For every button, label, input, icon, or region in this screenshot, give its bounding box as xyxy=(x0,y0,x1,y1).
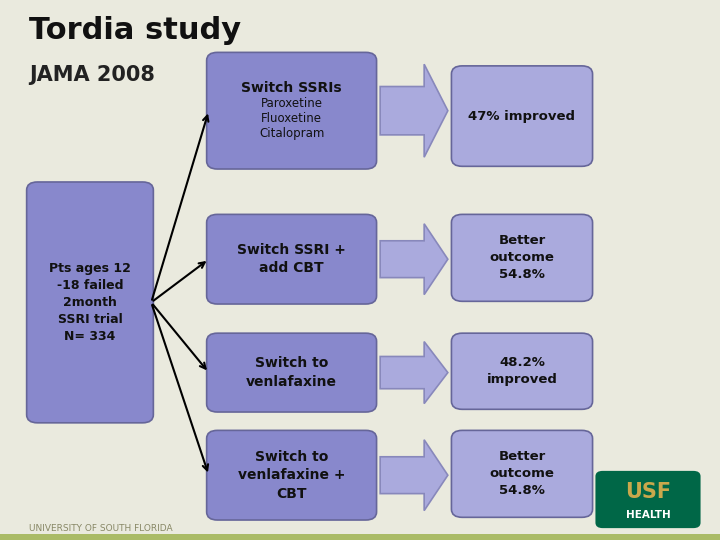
Polygon shape xyxy=(380,342,448,403)
Text: Switch SSRIs: Switch SSRIs xyxy=(241,81,342,95)
Polygon shape xyxy=(380,64,448,157)
Text: JAMA 2008: JAMA 2008 xyxy=(29,65,155,85)
FancyBboxPatch shape xyxy=(207,333,377,412)
Text: Switch to
venlafaxine +
CBT: Switch to venlafaxine + CBT xyxy=(238,450,346,501)
Text: Switch SSRI +
add CBT: Switch SSRI + add CBT xyxy=(237,243,346,275)
Text: Better
outcome
54.8%: Better outcome 54.8% xyxy=(490,450,554,497)
Text: Tordia study: Tordia study xyxy=(29,16,241,45)
Polygon shape xyxy=(380,224,448,295)
Text: Fluoxetine: Fluoxetine xyxy=(261,112,322,125)
Text: HEALTH: HEALTH xyxy=(626,510,670,519)
Text: Pts ages 12
-18 failed
2month
SSRI trial
N= 334: Pts ages 12 -18 failed 2month SSRI trial… xyxy=(49,262,131,343)
FancyBboxPatch shape xyxy=(451,430,593,517)
Text: 48.2%
improved: 48.2% improved xyxy=(487,356,557,386)
Bar xyxy=(0,534,720,540)
FancyBboxPatch shape xyxy=(595,471,701,528)
Polygon shape xyxy=(380,440,448,511)
FancyBboxPatch shape xyxy=(207,214,377,304)
Text: UNIVERSITY OF SOUTH FLORIDA: UNIVERSITY OF SOUTH FLORIDA xyxy=(29,524,172,532)
Text: Better
outcome
54.8%: Better outcome 54.8% xyxy=(490,234,554,281)
Text: Switch to
venlafaxine: Switch to venlafaxine xyxy=(246,356,337,389)
Text: Citalopram: Citalopram xyxy=(259,127,324,140)
FancyBboxPatch shape xyxy=(27,182,153,423)
Text: USF: USF xyxy=(625,482,671,503)
FancyBboxPatch shape xyxy=(451,66,593,166)
Text: 47% improved: 47% improved xyxy=(469,110,575,123)
Text: Paroxetine: Paroxetine xyxy=(261,97,323,110)
FancyBboxPatch shape xyxy=(207,430,377,520)
FancyBboxPatch shape xyxy=(451,214,593,301)
FancyBboxPatch shape xyxy=(451,333,593,409)
FancyBboxPatch shape xyxy=(207,52,377,169)
